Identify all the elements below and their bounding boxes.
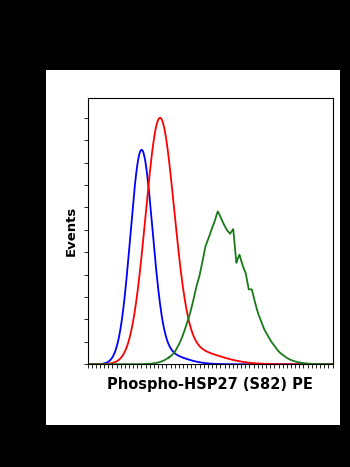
Y-axis label: Events: Events [65, 206, 78, 256]
X-axis label: Phospho-HSP27 (S82) PE: Phospho-HSP27 (S82) PE [107, 377, 313, 392]
